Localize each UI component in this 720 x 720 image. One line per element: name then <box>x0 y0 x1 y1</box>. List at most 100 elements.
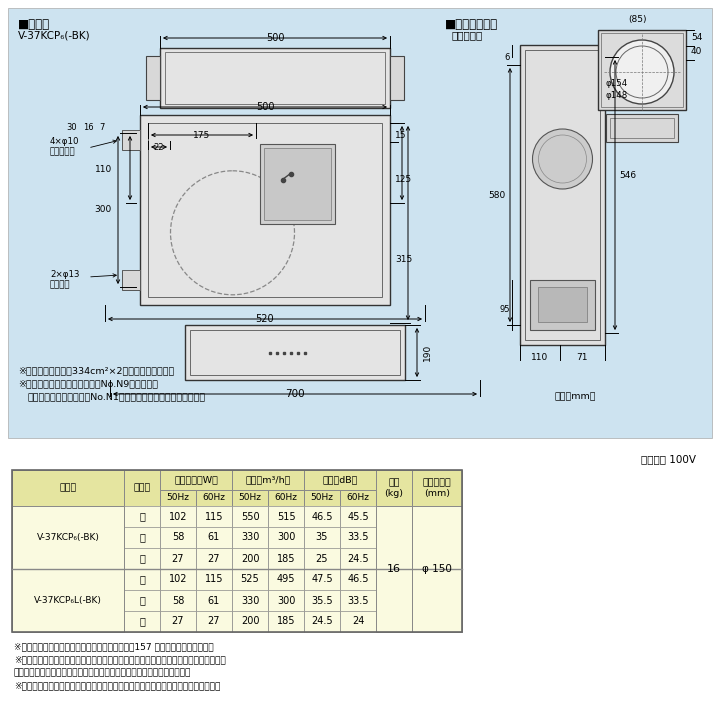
Text: 2×φ13: 2×φ13 <box>50 270 79 279</box>
Circle shape <box>610 40 674 104</box>
Text: 500: 500 <box>266 33 284 43</box>
Bar <box>185 325 405 380</box>
Bar <box>12 569 124 632</box>
Text: 95: 95 <box>500 305 510 315</box>
Text: 質量
(kg): 質量 (kg) <box>384 478 403 498</box>
Text: 接続パイプ
(mm): 接続パイプ (mm) <box>423 478 451 498</box>
Bar <box>140 115 390 305</box>
Text: 315: 315 <box>395 256 413 264</box>
Text: ノッチ: ノッチ <box>133 484 150 492</box>
Text: V-37KCP₆(-BK): V-37KCP₆(-BK) <box>37 533 99 542</box>
Text: 棚直付用穴: 棚直付用穴 <box>50 147 76 156</box>
Text: 58: 58 <box>172 595 184 606</box>
Text: 27: 27 <box>172 554 184 564</box>
Text: 190: 190 <box>423 344 432 361</box>
Bar <box>340 506 376 527</box>
Bar <box>12 506 462 527</box>
Text: （単位mm）: （単位mm） <box>554 392 596 401</box>
Text: 60Hz: 60Hz <box>346 493 369 503</box>
Text: 25: 25 <box>316 554 328 564</box>
Text: V-37KCP₆L(-BK): V-37KCP₆L(-BK) <box>34 596 102 605</box>
Text: 33.5: 33.5 <box>347 533 369 542</box>
Text: 22: 22 <box>154 143 164 151</box>
Bar <box>148 123 382 297</box>
Bar <box>8 8 712 438</box>
Bar <box>160 470 232 490</box>
Bar <box>196 569 232 590</box>
Bar <box>12 590 462 611</box>
Bar <box>160 569 196 590</box>
Bar <box>412 506 462 632</box>
Text: 102: 102 <box>168 511 187 521</box>
Bar <box>160 48 390 108</box>
Text: 300: 300 <box>276 595 295 606</box>
Bar <box>124 506 160 527</box>
Text: 71: 71 <box>576 353 588 362</box>
Text: 騒音（dB）: 騒音（dB） <box>323 475 358 485</box>
Bar <box>190 330 400 375</box>
Text: （付属品）: （付属品） <box>452 30 483 40</box>
Text: 24.5: 24.5 <box>347 554 369 564</box>
Bar <box>122 130 140 150</box>
Bar <box>160 490 196 506</box>
Text: 7: 7 <box>99 123 104 132</box>
Text: 35.5: 35.5 <box>311 595 333 606</box>
Bar <box>165 52 385 104</box>
Bar <box>12 611 462 632</box>
Bar <box>530 280 595 330</box>
Text: φ154: φ154 <box>606 79 629 89</box>
Bar <box>196 590 232 611</box>
Text: 33.5: 33.5 <box>347 595 369 606</box>
Bar <box>268 527 304 548</box>
Text: ※レンジフードファンの設置にあたっては火災予防条例をはじめ法規制があります。: ※レンジフードファンの設置にあたっては火災予防条例をはじめ法規制があります。 <box>14 681 220 690</box>
Text: 弱: 弱 <box>139 554 145 564</box>
Bar <box>196 527 232 548</box>
Bar <box>304 611 340 632</box>
Text: ※電動給気シャッター連動出力コードの先端には絶縁用端子が付いています。使用の際: ※電動給気シャッター連動出力コードの先端には絶縁用端子が付いています。使用の際 <box>14 655 226 664</box>
Bar <box>232 590 268 611</box>
Text: 330: 330 <box>240 533 259 542</box>
Text: 消費電力（W）: 消費電力（W） <box>174 475 218 485</box>
Text: 40: 40 <box>691 48 703 56</box>
Text: 58: 58 <box>172 533 184 542</box>
Text: 500: 500 <box>256 102 274 112</box>
Text: 60Hz: 60Hz <box>202 493 225 503</box>
Text: 35: 35 <box>316 533 328 542</box>
Text: 27: 27 <box>172 616 184 626</box>
Text: 16: 16 <box>387 564 401 574</box>
Text: (85): (85) <box>628 15 647 24</box>
Text: 54: 54 <box>691 34 703 42</box>
Bar <box>232 490 268 506</box>
Text: ※色調は（ホワイト）マンセルNo.N9（近似色）: ※色調は（ホワイト）マンセルNo.N9（近似色） <box>18 379 158 388</box>
Bar <box>232 569 268 590</box>
Text: 330: 330 <box>240 595 259 606</box>
Bar <box>12 548 462 569</box>
Bar <box>160 590 196 611</box>
Text: 47.5: 47.5 <box>311 575 333 585</box>
Bar <box>196 548 232 569</box>
Text: 110: 110 <box>95 166 112 174</box>
Text: 15: 15 <box>395 130 407 140</box>
Bar <box>124 611 160 632</box>
Bar <box>268 490 304 506</box>
Bar <box>124 548 160 569</box>
Bar <box>268 611 304 632</box>
Text: 60Hz: 60Hz <box>274 493 297 503</box>
Bar <box>122 270 140 290</box>
Bar <box>146 56 160 100</box>
Bar <box>340 590 376 611</box>
Bar <box>160 506 196 527</box>
Bar <box>196 506 232 527</box>
Bar <box>260 143 335 223</box>
Text: φ 150: φ 150 <box>422 564 452 574</box>
Text: 中: 中 <box>139 595 145 606</box>
Text: 550: 550 <box>240 511 259 521</box>
Bar <box>340 569 376 590</box>
Text: 中: 中 <box>139 533 145 542</box>
Text: ■外形図: ■外形図 <box>18 18 50 31</box>
Bar <box>232 611 268 632</box>
Text: 61: 61 <box>208 595 220 606</box>
Text: 形　名: 形 名 <box>59 484 76 492</box>
Bar <box>304 490 340 506</box>
Text: はコードを途中から切断して電動給気シャッターに接続してください。: はコードを途中から切断して電動給気シャッターに接続してください。 <box>14 668 192 677</box>
